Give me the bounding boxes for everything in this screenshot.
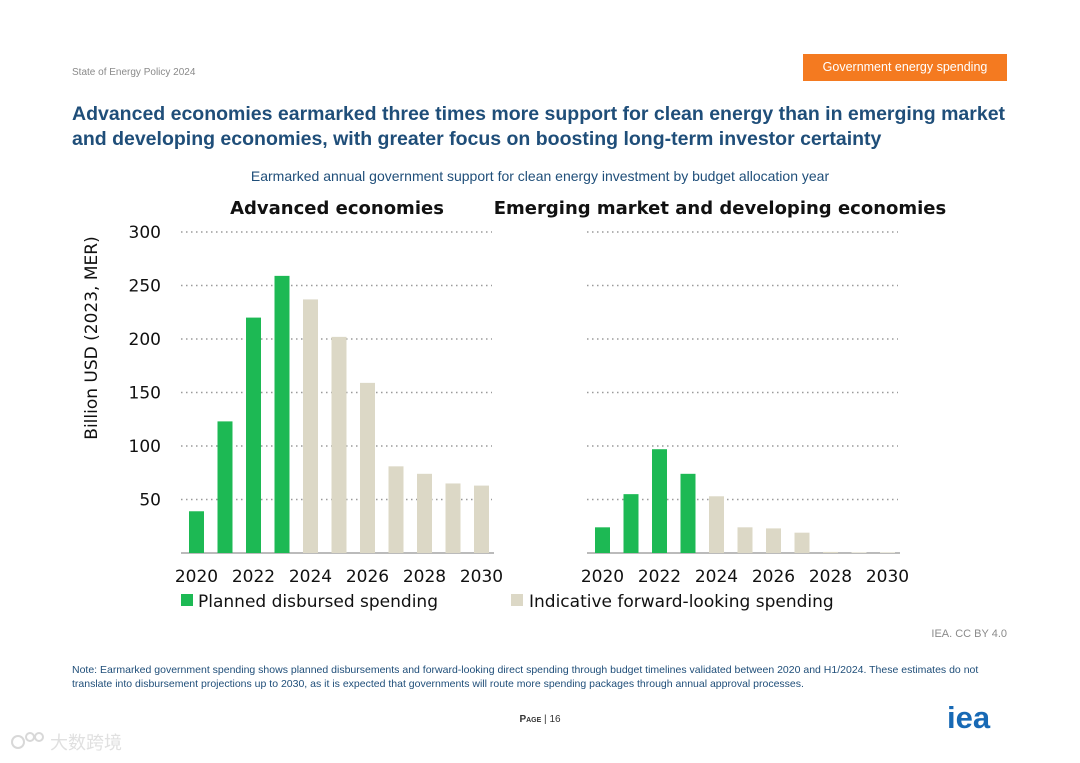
- x-tick-label: 2024: [289, 567, 332, 587]
- y-tick-label: 300: [129, 223, 161, 243]
- license-credit: IEA. CC BY 4.0: [931, 628, 1007, 640]
- bar: [766, 528, 781, 553]
- legend-label: Planned disbursed spending: [198, 592, 438, 612]
- x-tick-label: 2026: [346, 567, 389, 587]
- bar: [303, 299, 318, 553]
- y-tick-label: 150: [129, 384, 161, 404]
- page-number-value: 16: [549, 714, 561, 725]
- iea-logo-text: iea: [947, 702, 991, 732]
- bar: [246, 317, 261, 553]
- bar: [652, 449, 667, 553]
- bar: [445, 483, 461, 553]
- bar: [823, 551, 838, 553]
- bar: [474, 485, 489, 553]
- legend-swatch: [511, 594, 523, 606]
- panel-title: Advanced economies: [230, 198, 444, 219]
- x-tick-label: 2024: [695, 567, 738, 587]
- bar: [217, 421, 233, 553]
- bar: [417, 473, 432, 553]
- page-headline: Advanced economies earmarked three times…: [72, 103, 1006, 150]
- x-tick-label: 2028: [809, 567, 852, 587]
- y-tick-label: 50: [139, 491, 161, 511]
- bar: [623, 494, 639, 553]
- chart-subtitle: Earmarked annual government support for …: [250, 168, 830, 184]
- bar: [360, 382, 375, 553]
- bar: [388, 466, 404, 553]
- bar: [331, 336, 347, 553]
- panel-title: Emerging market and developing economies: [494, 198, 946, 219]
- bar: [189, 511, 204, 553]
- bar: [880, 552, 895, 553]
- bar: [709, 496, 724, 553]
- watermark-icon: [11, 732, 44, 749]
- y-tick-label: 100: [129, 437, 161, 457]
- bar: [274, 275, 290, 553]
- page-label: Page: [519, 714, 542, 725]
- page-separator: |: [541, 714, 550, 725]
- legend-swatch: [181, 594, 193, 606]
- y-axis-label: Billion USD (2023, MER): [82, 236, 102, 439]
- legend-label: Indicative forward-looking spending: [529, 592, 834, 612]
- y-tick-label: 200: [129, 330, 161, 350]
- watermark-text: 大数跨境: [50, 733, 122, 754]
- iea-logo: iea: [947, 702, 991, 732]
- report-name: State of Energy Policy 2024: [72, 67, 196, 78]
- x-tick-label: 2028: [403, 567, 446, 587]
- section-tag: Government energy spending: [803, 54, 1007, 81]
- y-tick-label: 250: [129, 277, 161, 297]
- footnote: Note: Earmarked government spending show…: [72, 664, 979, 690]
- bar: [680, 473, 696, 553]
- bar: [794, 532, 810, 553]
- x-tick-label: 2030: [866, 567, 909, 587]
- x-tick-label: 2022: [638, 567, 681, 587]
- page-number: Page | 16: [0, 714, 1080, 725]
- x-tick-label: 2020: [175, 567, 218, 587]
- bar: [737, 527, 753, 553]
- x-tick-label: 2026: [752, 567, 795, 587]
- bar: [595, 527, 610, 553]
- x-tick-label: 2020: [581, 567, 624, 587]
- x-tick-label: 2030: [460, 567, 503, 587]
- bar: [851, 552, 867, 553]
- watermark: 大数跨境: [11, 732, 122, 754]
- x-tick-label: 2022: [232, 567, 275, 587]
